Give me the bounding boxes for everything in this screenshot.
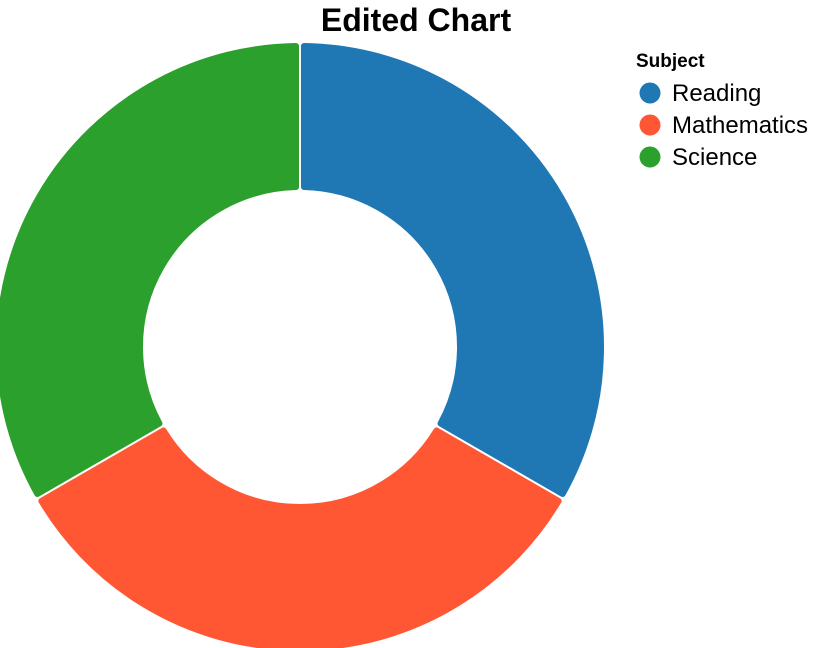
- donut-slices: [0, 43, 604, 648]
- slice-mathematics: [38, 427, 562, 648]
- legend-marker-reading: [639, 82, 661, 104]
- legend-marker-mathematics: [639, 114, 661, 136]
- legend-title: Subject: [636, 51, 705, 72]
- legend-marker-science: [639, 146, 661, 168]
- legend-label-mathematics: Mathematics: [672, 112, 808, 139]
- chart-title: Edited Chart: [321, 2, 512, 38]
- slice-science: [0, 43, 299, 498]
- slice-reading: [301, 43, 604, 498]
- legend-items: Reading Mathematics Science: [639, 80, 808, 171]
- legend-label-reading: Reading: [672, 80, 761, 107]
- legend-label-science: Science: [672, 144, 757, 171]
- legend: Subject Reading Mathematics Science: [636, 51, 808, 171]
